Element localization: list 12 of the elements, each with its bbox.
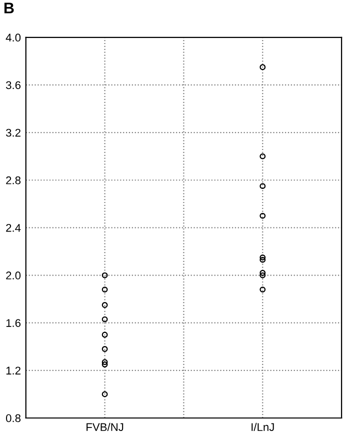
y-tick-label: 3.6 xyxy=(6,81,21,90)
x-tick-label: FVB/NJ xyxy=(86,422,124,432)
y-tick-label: 4.0 xyxy=(6,34,21,42)
y-tick-label: 2.0 xyxy=(6,272,21,280)
y-tick-label: 1.2 xyxy=(6,366,20,374)
y-tick-label: 0.8 xyxy=(6,414,21,422)
y-tick-label: 1.6 xyxy=(6,319,21,327)
y-tick-label: 2.4 xyxy=(6,224,21,232)
chart-title: B xyxy=(4,2,14,14)
y-tick-label: 3.2 xyxy=(6,128,20,137)
x-tick-label: I/LnJ xyxy=(252,422,274,432)
y-tick-label: 2.8 xyxy=(6,176,21,184)
